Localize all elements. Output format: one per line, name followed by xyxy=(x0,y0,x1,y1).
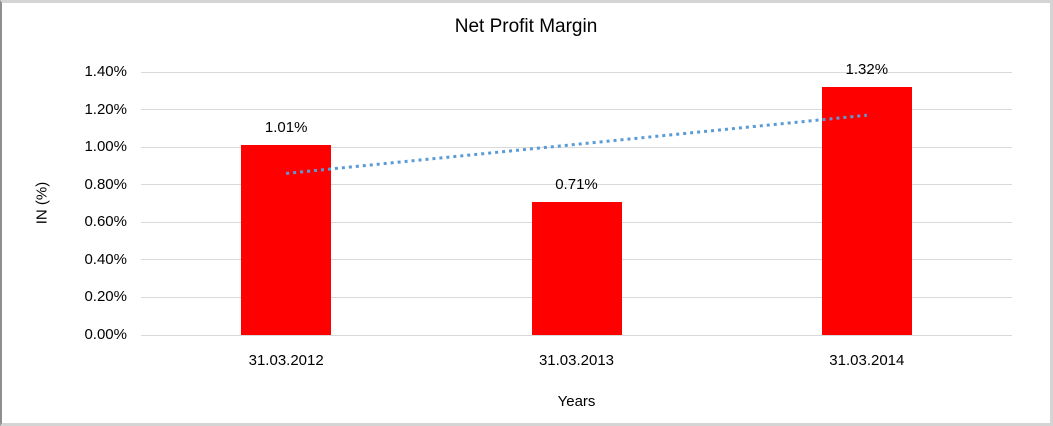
bar-value-label: 1.32% xyxy=(845,61,889,79)
x-tick-label: 31.03.2014 xyxy=(829,352,905,369)
gridline xyxy=(141,184,1012,186)
y-tick-label: 1.20% xyxy=(84,100,127,118)
x-tick-label: 31.03.2012 xyxy=(248,352,324,369)
x-tick-label: 31.03.2013 xyxy=(538,352,615,369)
gridline xyxy=(141,71,1012,73)
y-tick-label: 0.80% xyxy=(84,175,127,193)
y-tick-label: 0.60% xyxy=(84,213,127,231)
y-tick-label: 1.40% xyxy=(84,63,127,80)
y-tick-label: 0.00% xyxy=(84,326,127,343)
y-tick-label: 1.00% xyxy=(84,138,127,156)
bar xyxy=(821,87,912,335)
bar xyxy=(531,201,622,335)
bar-value-label: 0.71% xyxy=(555,175,598,193)
gridline xyxy=(141,334,1012,336)
bar-value-label: 1.01% xyxy=(264,119,308,137)
x-axis-title: Years xyxy=(557,393,596,410)
chart-title: Net Profit Margin xyxy=(454,16,598,37)
trendline-segment xyxy=(286,113,867,175)
y-tick-label: 0.20% xyxy=(84,288,127,306)
y-tick-label: 0.40% xyxy=(84,250,127,268)
bar xyxy=(241,145,332,335)
gridline xyxy=(141,109,1012,111)
